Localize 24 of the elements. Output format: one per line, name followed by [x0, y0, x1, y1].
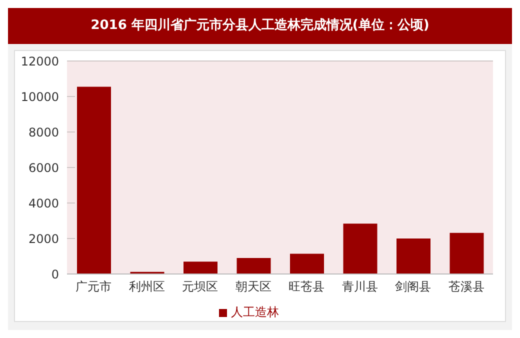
y-tick-label: 4000 — [28, 196, 59, 210]
x-tick-label: 苍溪县 — [448, 280, 484, 294]
y-tick-label: 10000 — [20, 90, 59, 104]
bar — [343, 224, 378, 274]
x-tick-label: 元坝区 — [182, 280, 218, 294]
bar — [450, 232, 484, 274]
y-tick-label: 0 — [51, 267, 59, 282]
x-tick-label: 旺苍县 — [288, 280, 325, 294]
bar — [77, 86, 111, 274]
bar — [290, 254, 324, 274]
legend-label: 人工造林 — [231, 305, 279, 319]
x-tick-label: 剑阁县 — [395, 280, 432, 294]
bar — [236, 258, 271, 274]
y-tick-label: 12000 — [20, 54, 59, 68]
y-tick-label: 2000 — [28, 232, 59, 246]
x-tick-label: 青川县 — [342, 280, 378, 294]
y-tick-label: 8000 — [28, 125, 59, 140]
chart-title: 2016 年四川省广元市分县人工造林完成情况(单位：公顷) — [8, 8, 512, 44]
x-tick-label: 广元市 — [76, 280, 112, 294]
x-tick-label: 利州区 — [128, 280, 165, 294]
bar — [396, 238, 430, 274]
y-tick-label: 6000 — [28, 160, 59, 175]
x-tick-label: 朝天区 — [235, 280, 272, 294]
bar — [184, 262, 218, 274]
